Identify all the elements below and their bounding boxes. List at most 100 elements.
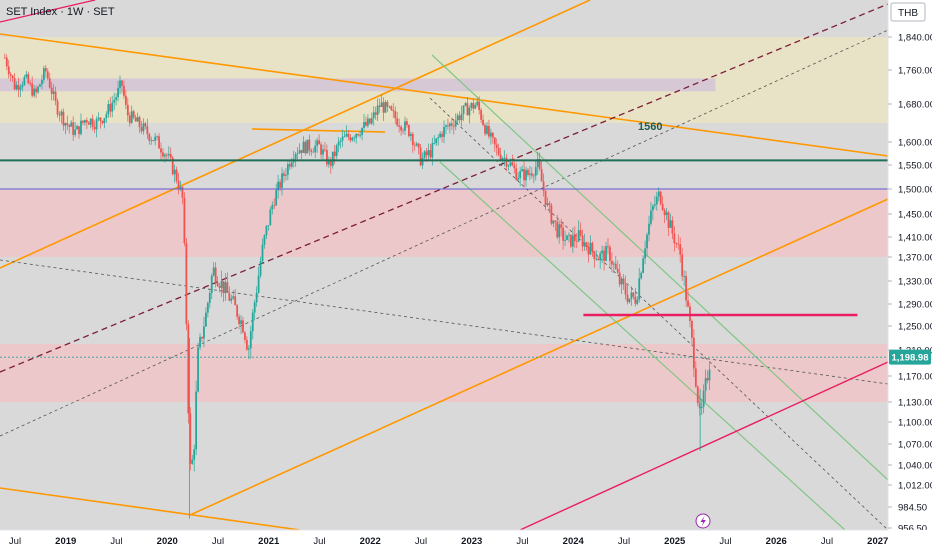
- candle-body: [540, 168, 543, 182]
- x-tick-label: 2023: [461, 536, 482, 547]
- candle-body: [396, 118, 399, 126]
- candle-body: [333, 151, 336, 157]
- candle-body: [244, 332, 246, 340]
- candle-body: [363, 122, 365, 128]
- candle-body: [378, 105, 381, 107]
- candle-body: [111, 102, 114, 112]
- candle-body: [146, 126, 149, 135]
- candle-body: [474, 104, 477, 109]
- candle-body: [320, 144, 322, 155]
- candle-body: [46, 71, 49, 79]
- candle-body: [501, 158, 504, 160]
- candle-body: [310, 150, 313, 152]
- candle-body: [296, 153, 299, 154]
- candle-body: [499, 154, 502, 160]
- candle-body: [538, 158, 541, 169]
- candle-body: [597, 258, 600, 261]
- candle-body: [275, 190, 278, 206]
- candle-body: [347, 133, 350, 138]
- candle-body: [427, 150, 430, 156]
- candle-body: [476, 101, 479, 105]
- candle-body: [661, 203, 664, 210]
- candle-body: [33, 88, 36, 96]
- candle-body: [283, 173, 285, 176]
- candle-body: [52, 91, 55, 94]
- red-corner-line: [0, 0, 96, 23]
- candle-body: [702, 390, 705, 407]
- candle-body: [326, 150, 328, 165]
- candle-body: [435, 138, 438, 144]
- candle-body: [298, 150, 301, 154]
- candle-body: [482, 119, 484, 126]
- candle-body: [607, 246, 609, 248]
- candle-body: [534, 167, 537, 176]
- candle-body: [601, 250, 604, 254]
- candle-body: [304, 141, 307, 154]
- candle-body: [612, 263, 615, 265]
- candle-body: [60, 111, 63, 116]
- candle-body: [431, 143, 434, 158]
- candle-body: [489, 132, 492, 137]
- candle-body: [359, 135, 361, 136]
- candle-body: [85, 120, 88, 123]
- candle-body: [150, 140, 153, 141]
- candle-body: [706, 378, 709, 381]
- candle-body: [651, 205, 654, 211]
- candle-body: [638, 278, 641, 300]
- candle-body: [575, 240, 578, 242]
- candle-body: [558, 224, 561, 238]
- candle-body: [708, 369, 711, 381]
- candle-body: [556, 221, 559, 238]
- candle-body: [7, 66, 10, 75]
- candle-body: [216, 282, 219, 287]
- candle-body: [519, 171, 522, 179]
- candle-body: [673, 233, 676, 244]
- candle-body: [105, 114, 108, 119]
- gray-dashed-line: [0, 29, 889, 437]
- zone-red-lower: [0, 344, 888, 402]
- candle-body: [527, 169, 529, 175]
- candle-body: [259, 261, 262, 276]
- candle-body: [197, 347, 199, 392]
- x-tick-label: Jul: [313, 536, 325, 547]
- candle-body: [58, 114, 61, 116]
- candle-body: [242, 320, 244, 333]
- candle-body: [17, 84, 20, 90]
- currency-box[interactable]: [890, 2, 926, 22]
- candle-body: [384, 102, 387, 113]
- candle-body: [523, 169, 525, 181]
- candle-body: [579, 230, 582, 236]
- candle-body: [694, 368, 697, 387]
- candle-body: [78, 126, 80, 135]
- candle-body: [99, 117, 102, 121]
- candle-body: [361, 127, 363, 136]
- candle-body: [62, 111, 65, 126]
- candle-body: [632, 292, 635, 297]
- candle-body: [417, 143, 420, 148]
- candle-body: [488, 125, 490, 137]
- candle-body: [240, 320, 242, 325]
- candle-body: [536, 158, 539, 168]
- candle-body: [525, 169, 527, 181]
- candle-body: [622, 278, 625, 285]
- candle-body: [491, 132, 494, 138]
- candle-body: [468, 107, 471, 116]
- candle-body: [152, 140, 155, 141]
- candle-body: [322, 149, 324, 155]
- candle-body: [413, 144, 416, 146]
- x-tick-label: Jul: [415, 536, 427, 547]
- candle-body: [599, 253, 602, 261]
- candle-body: [687, 300, 689, 307]
- candle-body: [337, 141, 340, 146]
- y-tick-label: 1,040.00: [898, 461, 932, 472]
- candle-body: [109, 104, 112, 112]
- x-tick-label: Jul: [821, 536, 833, 547]
- y-tick-label: 1,680.00: [898, 100, 932, 111]
- candle-body: [324, 149, 326, 151]
- candle-body: [503, 157, 506, 159]
- x-tick-label: Jul: [9, 536, 21, 547]
- lightning-icon[interactable]: [695, 513, 711, 529]
- x-tick-label: 2025: [664, 536, 686, 547]
- candle-body: [495, 144, 498, 149]
